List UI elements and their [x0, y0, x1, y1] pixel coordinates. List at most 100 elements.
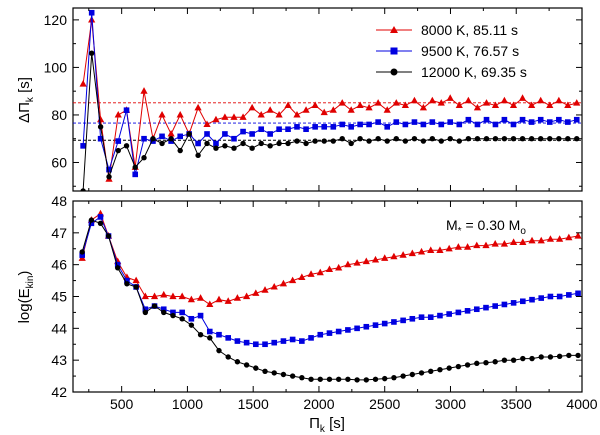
bot-series-1-point [575, 290, 581, 297]
bot-series-2-point [79, 249, 85, 255]
top-series-0-point [446, 94, 454, 101]
bot-series-0-point [482, 241, 490, 249]
bot-series-2-point [88, 217, 95, 223]
top-series-1-point [411, 119, 418, 125]
top-series-1-point [330, 124, 337, 130]
bot-series-1-point [280, 338, 287, 344]
top-series-1-point [546, 119, 553, 125]
bot-series-2-point [234, 359, 241, 365]
top-series-1-point [88, 9, 95, 16]
bot-series-1-point [492, 303, 498, 309]
bot-series-2-point [556, 353, 563, 360]
bot-series-0-point [436, 246, 444, 253]
top-series-1-point [492, 121, 499, 128]
top-series-1-point [348, 124, 354, 130]
top-series-1-point [249, 131, 255, 137]
bot-series-1-point [271, 339, 278, 346]
bot-series-1-point [437, 312, 443, 319]
bot-series-1-point [354, 325, 360, 332]
top-series-1-point [240, 128, 246, 135]
top-series-1 [80, 9, 580, 178]
top-series-2-point [411, 136, 418, 142]
bot-y-tick-label: 43 [51, 352, 67, 368]
bot-y-tick-label: 48 [51, 193, 67, 209]
top-series-0-point [347, 106, 355, 113]
top-series-0-point [203, 120, 211, 128]
bot-series-1-point [79, 252, 86, 258]
top-series-1-point [465, 116, 472, 123]
bot-series-2-point [115, 265, 121, 271]
top-series-2-point [231, 145, 237, 151]
bot-series-0-point [150, 292, 159, 300]
bot-series-0-point [196, 294, 205, 301]
bot-series-2-point [142, 309, 149, 316]
bot-series-0-point [417, 247, 426, 255]
bot-series-2-point [547, 354, 554, 360]
top-series-1-point [258, 126, 265, 133]
legend-circle-marker [390, 68, 398, 76]
top-series-2-point [80, 188, 86, 191]
bot-series-0-point [325, 265, 334, 273]
bot-series-2-point [317, 376, 323, 382]
bot-series-2-point [529, 355, 535, 362]
top-series-0-point [356, 101, 364, 109]
bot-series-0-point [427, 246, 435, 253]
bot-series-0-point [454, 243, 462, 250]
bot-series-2-point [289, 373, 296, 379]
bot-series-2-point [105, 233, 112, 239]
bot-series-1-point [446, 311, 452, 317]
top-series-2-point [429, 136, 436, 142]
top-series-0-point [374, 99, 382, 106]
top-series-0-point [248, 103, 256, 111]
bot-series-0-point [473, 241, 481, 249]
top-series-0-point [167, 129, 175, 137]
bot-series-2-point [363, 377, 369, 383]
bot-series-0-point [279, 279, 288, 287]
bot-series-2-point [520, 355, 526, 362]
top-series-0-point [275, 110, 283, 118]
bot-series-1-point [418, 314, 425, 320]
xlabel: Πk [s] [309, 415, 345, 435]
top-series-2-point [258, 140, 264, 147]
bot-series-2-point [446, 365, 452, 371]
bot-series-2-point [170, 312, 176, 319]
bot-series-1-point [289, 336, 296, 343]
legend-triangle-marker [390, 26, 398, 33]
bot-series-1-point [179, 309, 185, 316]
top-series-1-point [213, 140, 219, 147]
top-series-2-point [384, 138, 390, 144]
bot-series-2-point [151, 303, 158, 309]
top-series-1-point [159, 133, 165, 140]
top-series-2-point [556, 136, 562, 142]
bot-series-0-point [243, 292, 251, 300]
bot-series-2-point [566, 352, 572, 359]
bot-series-1-point [197, 312, 204, 319]
bot-series-1-point [326, 330, 333, 336]
bot-series-1-point [124, 277, 130, 284]
top-series-1-point [231, 135, 237, 142]
bot-series-2-point [492, 359, 498, 365]
top-series-0-point [464, 96, 472, 104]
top-series-1-point [115, 138, 122, 144]
top-series-2-point [222, 143, 228, 149]
legend-label-9500k: 9500 K, 76.57 s [421, 43, 519, 59]
bot-y-tick-label: 45 [51, 289, 67, 305]
top-series-2-point [195, 152, 201, 159]
bot-series-2-point [161, 309, 167, 316]
top-series-0-point [257, 110, 265, 118]
top-series-1-point [123, 107, 130, 113]
bottom-series-group [78, 209, 582, 383]
x-tick-label: 1500 [238, 396, 269, 412]
bot-series-2-point [474, 360, 480, 367]
top-series-2-point [159, 140, 165, 147]
top-series-2-point [501, 136, 508, 142]
bot-series-0-point [519, 238, 527, 245]
bot-series-1-point [97, 214, 104, 220]
bot-series-0-point [270, 282, 278, 290]
top-series-2-point [132, 164, 138, 170]
top-series-0-point [97, 115, 105, 123]
bot-series-2-point [335, 376, 342, 382]
top-series-2-point [528, 136, 535, 142]
bot-series-1-point [345, 327, 351, 333]
top-series-1-point [456, 121, 463, 128]
